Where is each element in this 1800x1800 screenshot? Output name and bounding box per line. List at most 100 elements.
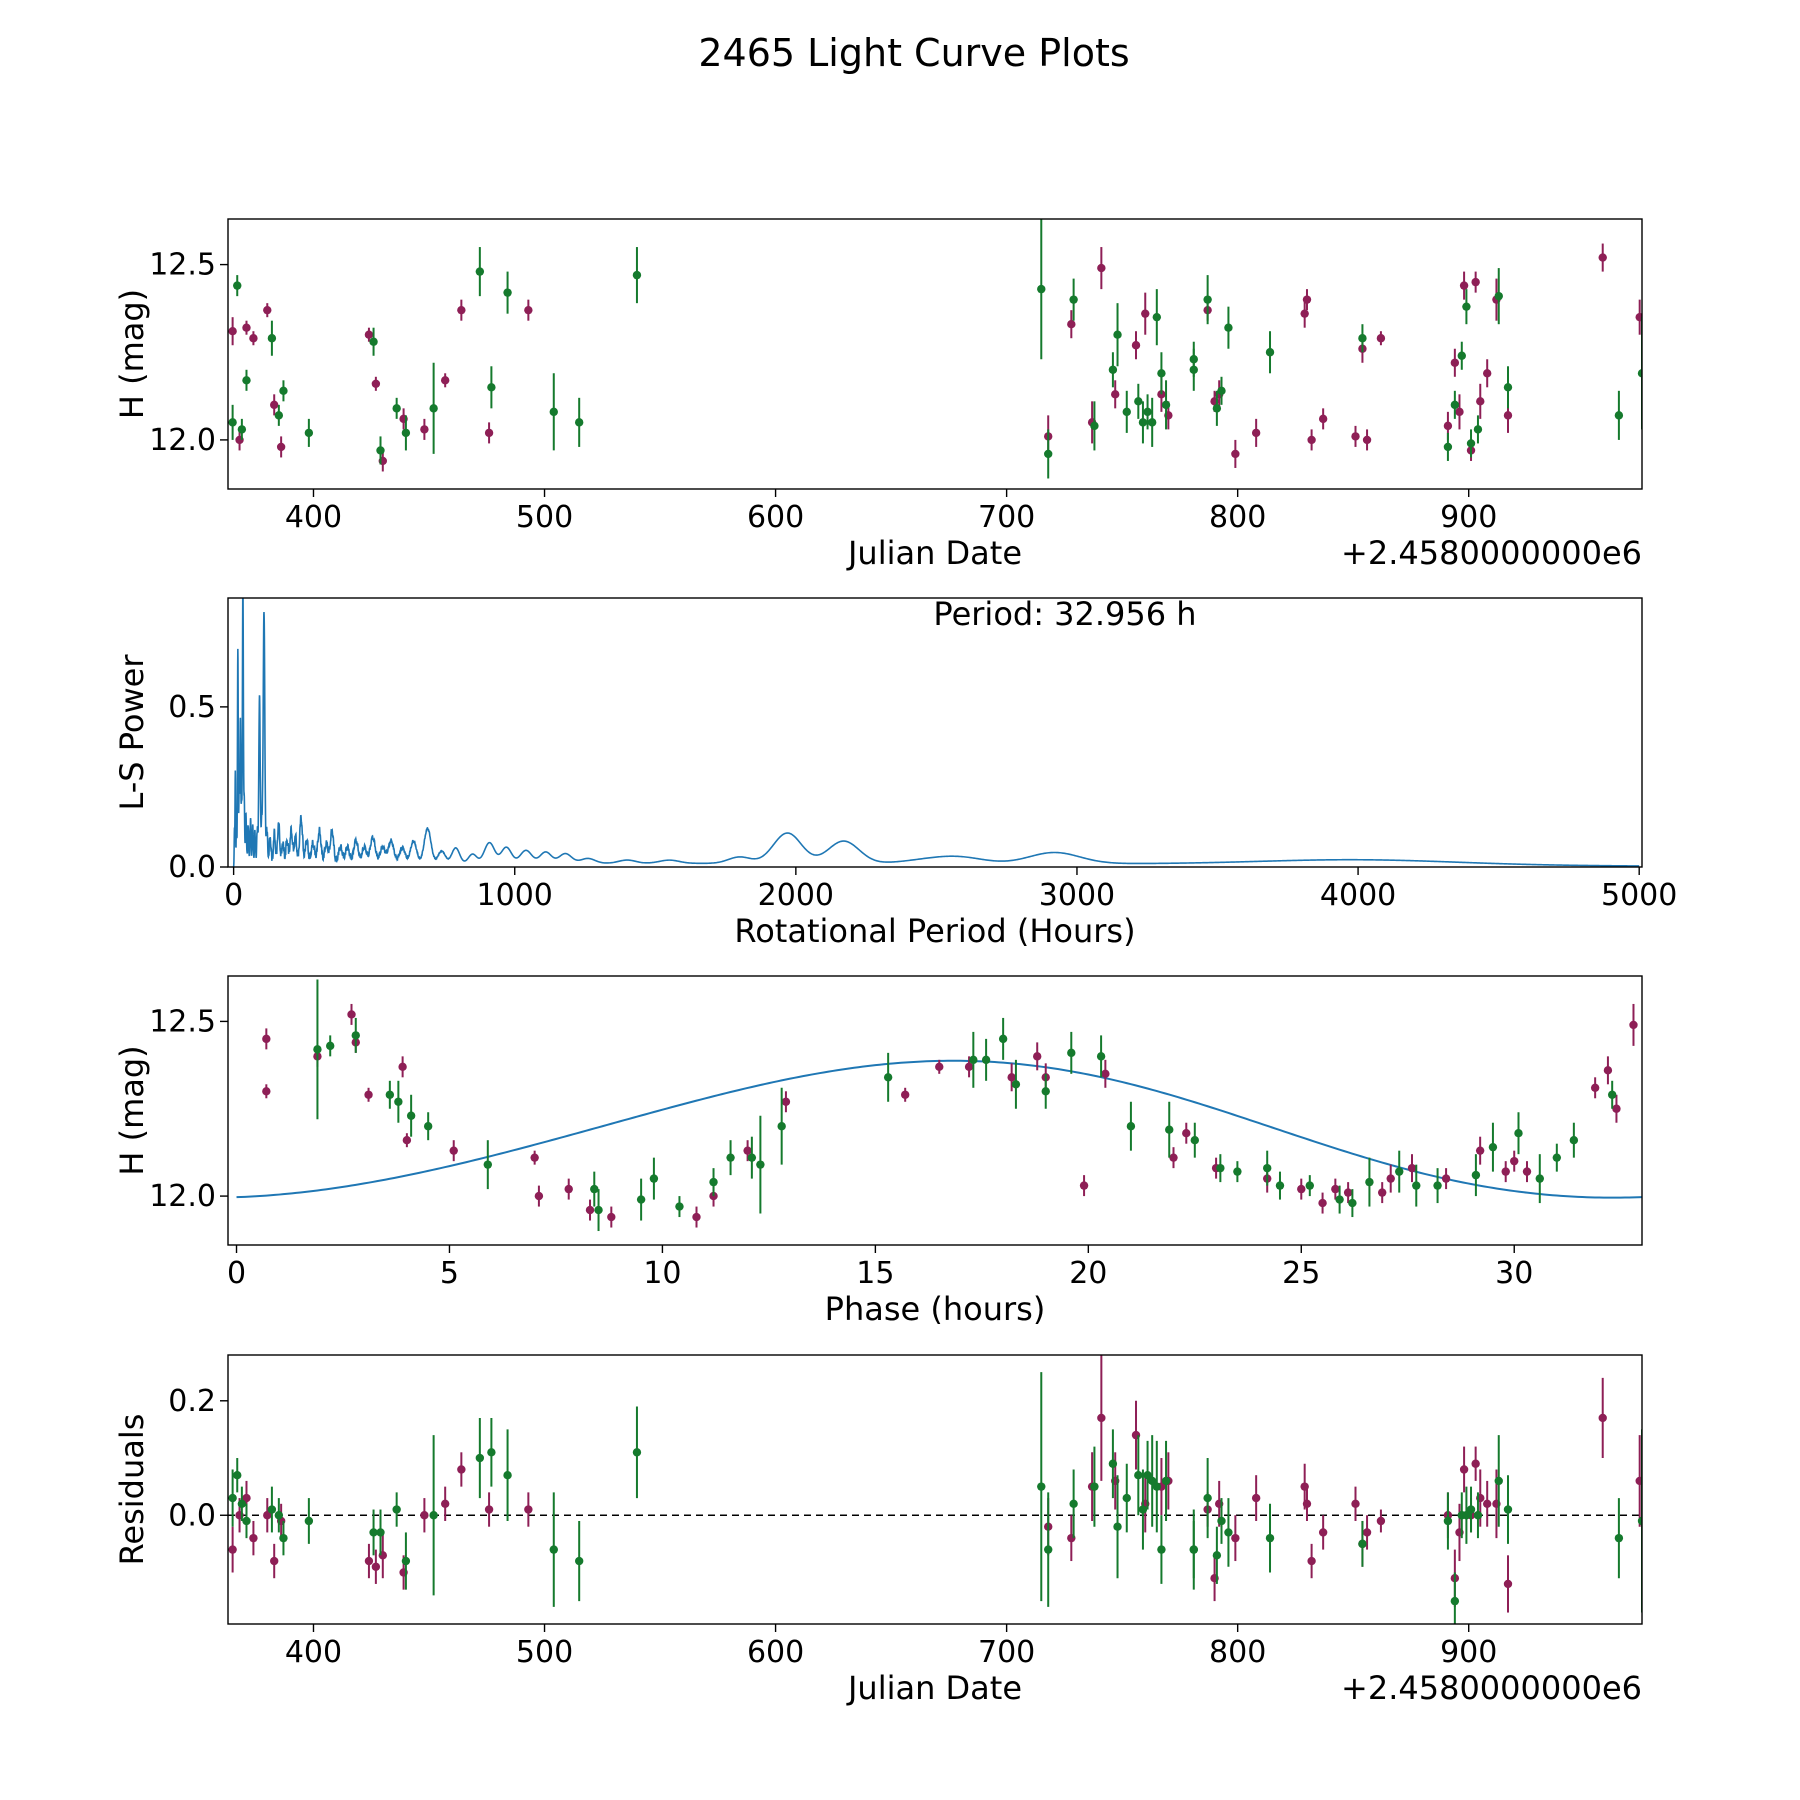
x-axis-label: Julian Date	[846, 1669, 1022, 1707]
data-point	[1041, 1087, 1050, 1096]
data-point	[1097, 263, 1106, 273]
data-point	[1307, 1556, 1316, 1566]
y-axis-label: H (mag)	[113, 1045, 151, 1175]
data-point	[1111, 390, 1120, 399]
y-tick-label: 0.5	[168, 690, 216, 725]
data-point	[1443, 1516, 1453, 1526]
data-point	[1079, 1181, 1089, 1190]
data-point	[1407, 1163, 1417, 1173]
data-point	[1637, 1516, 1642, 1526]
periodogram-line	[232, 598, 1640, 867]
data-point	[1450, 1596, 1460, 1606]
residuals-panel: 400 500 600 700 800 900 0.0 0.2 Julian Date Resid…	[113, 1354, 1643, 1707]
data-point	[1302, 295, 1312, 304]
data-point	[1108, 365, 1118, 374]
data-point	[1113, 1522, 1122, 1531]
data-point	[475, 1453, 485, 1463]
data-point	[1443, 421, 1453, 431]
data-point	[1386, 1174, 1395, 1183]
data-point	[398, 1062, 407, 1072]
data-point	[1011, 1080, 1021, 1089]
data-point	[1318, 1528, 1328, 1537]
data-point	[1037, 1482, 1046, 1491]
data-point	[262, 1034, 271, 1044]
y-tick-label: 12.0	[149, 1179, 216, 1214]
data-point	[1535, 1174, 1544, 1183]
data-point	[1069, 1499, 1078, 1509]
x-tick-label: 800	[1209, 500, 1266, 535]
y-tick-label: 12.0	[149, 423, 216, 458]
data-point	[1157, 1545, 1166, 1554]
x-axis-label: Phase (hours)	[825, 1290, 1046, 1328]
series-r-band	[262, 1003, 1638, 1228]
data-point	[1263, 1163, 1272, 1173]
data-point	[1143, 1470, 1152, 1480]
data-point	[649, 1174, 659, 1183]
data-point	[1473, 1511, 1483, 1520]
data-point	[1157, 369, 1166, 378]
data-point	[1503, 1505, 1513, 1514]
data-point	[981, 1055, 991, 1065]
data-point	[1138, 418, 1148, 427]
data-point	[1147, 418, 1157, 427]
x-tick-label: 2000	[758, 878, 834, 913]
data-point	[1300, 309, 1309, 318]
data-point	[743, 1146, 752, 1155]
data-point	[392, 404, 401, 413]
data-point	[487, 1448, 496, 1457]
data-point	[1189, 1545, 1198, 1554]
data-point	[233, 1470, 242, 1480]
data-point	[1318, 1198, 1327, 1208]
data-point	[274, 411, 284, 420]
data-point	[1376, 1516, 1386, 1526]
y-tick-label: 0.2	[168, 1384, 216, 1419]
data-point	[351, 1031, 360, 1040]
x-tick-label: 25	[1282, 1256, 1320, 1291]
data-point	[1335, 1195, 1344, 1204]
data-point	[1503, 383, 1513, 392]
x-tick-label: 30	[1495, 1256, 1533, 1291]
data-point	[1482, 369, 1492, 378]
data-point	[1169, 1153, 1178, 1162]
data-point	[1224, 1528, 1233, 1537]
data-point	[1395, 1167, 1404, 1176]
data-point	[242, 376, 251, 385]
data-point	[1501, 1167, 1510, 1176]
data-point	[228, 1545, 237, 1554]
data-point	[1614, 411, 1624, 420]
data-point	[1141, 309, 1150, 318]
data-point	[1598, 1413, 1607, 1423]
data-point	[267, 1505, 277, 1514]
data-point	[279, 386, 288, 396]
data-point	[1217, 1516, 1226, 1526]
light-curve-panel: 400 500 600 700 800 900 12.0 12.5 Julian Date H (…	[113, 218, 1643, 572]
data-point	[1351, 432, 1360, 441]
data-point	[304, 1516, 314, 1526]
series-g-band	[313, 979, 1617, 1232]
data-point	[1494, 1476, 1503, 1486]
data-point	[1233, 1167, 1242, 1176]
data-point	[1217, 386, 1226, 396]
data-point	[484, 428, 494, 438]
phased-curve-panel: 0 5 10 15 20 25 30 12.0 12.5 Phase (hours) H (mag)	[113, 975, 1643, 1328]
data-point	[369, 337, 378, 346]
data-point	[242, 323, 251, 332]
y-axis-label: L-S Power	[113, 654, 151, 811]
data-point	[402, 1135, 412, 1145]
data-point	[237, 425, 247, 434]
axes-frame	[227, 975, 1643, 1246]
data-point	[1603, 1066, 1613, 1075]
data-point	[394, 1097, 403, 1106]
data-point	[304, 428, 314, 438]
data-point	[709, 1191, 718, 1201]
y-tick-label: 12.5	[149, 248, 216, 283]
data-point	[1629, 1020, 1638, 1030]
period-annotation: Period: 32.956 h	[933, 595, 1196, 633]
data-point	[632, 1448, 642, 1457]
data-point	[1231, 449, 1240, 459]
data-point	[1482, 1499, 1492, 1509]
axes-frame	[227, 597, 1643, 868]
data-point	[1466, 439, 1476, 448]
data-point	[364, 330, 374, 339]
